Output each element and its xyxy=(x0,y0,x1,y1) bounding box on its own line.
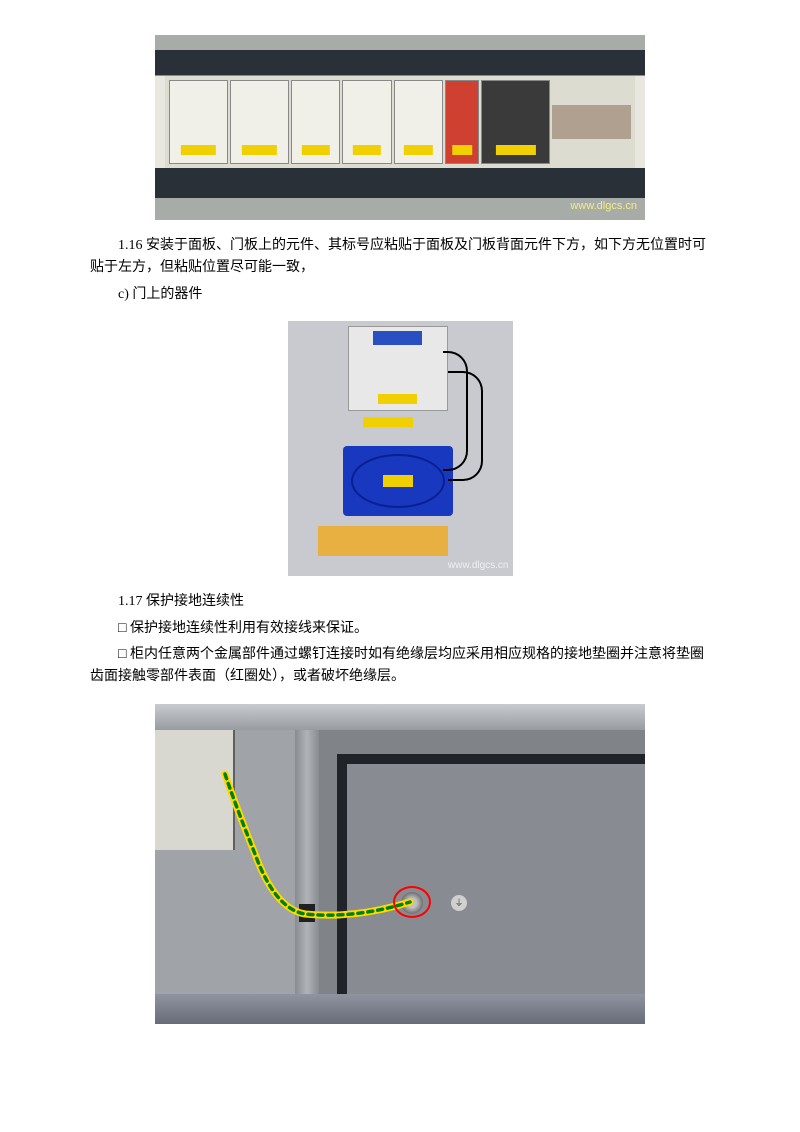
paragraph-1-17-title: 1.17 保护接地连续性 xyxy=(90,591,710,613)
section-number-1-16: 1.16 xyxy=(118,238,143,253)
figure-2-door-component: www.dlgcs.cn xyxy=(288,321,513,576)
bullet1-text: 保护接地连续性利用有效接线来保证。 xyxy=(130,621,368,636)
section-number-1-17: 1.17 xyxy=(118,594,143,609)
bullet-symbol-1: □ xyxy=(118,621,126,636)
section-text-1-16: 安装于面板、门板上的元件、其标号应粘贴于面板及门板背面元件下方，如下方无位置时可… xyxy=(90,238,706,275)
figure-1-din-rail-components: www.dlgcs.cn xyxy=(155,35,645,220)
fig3-wire-path-outer xyxy=(225,774,410,915)
fig1-rail-area xyxy=(165,76,635,169)
fig1-black-contactor xyxy=(481,80,550,165)
fig3-ground-wire xyxy=(155,704,645,1024)
fig2-watermark: www.dlgcs.cn xyxy=(448,558,509,574)
item-c: c) 门上的器件 xyxy=(90,284,710,306)
fig2-yellow-label xyxy=(363,417,413,427)
figure-3-container: ⏚ xyxy=(90,704,710,1024)
fig1-breaker-2 xyxy=(342,80,391,165)
fig2-blue-component xyxy=(343,446,453,516)
paragraph-1-17-bullet1: □ 保护接地连续性利用有效接线来保证。 xyxy=(90,618,710,640)
fig2-yellow-plate xyxy=(318,526,448,556)
figure-2-container: www.dlgcs.cn xyxy=(90,321,710,576)
section-title-1-17: 保护接地连续性 xyxy=(146,594,244,609)
paragraph-1-16: 1.16 安装于面板、门板上的元件、其标号应粘贴于面板及门板背面元件下方，如下方… xyxy=(90,235,710,280)
bullet2-text: 柜内任意两个金属部件通过螺钉连接时如有绝缘层均应采用相应规格的接地垫圈并注意将垫… xyxy=(90,647,704,684)
fig1-breaker-3 xyxy=(394,80,443,165)
fig1-red-component xyxy=(445,80,480,165)
figure-3-ground-connection: ⏚ xyxy=(155,704,645,1024)
fig1-watermark: www.dlgcs.cn xyxy=(570,198,637,216)
fig1-din-rail-end xyxy=(552,105,631,139)
figure-1-container: www.dlgcs.cn xyxy=(90,35,710,220)
fig3-red-circle-marker xyxy=(393,886,431,918)
fig1-contactor-1 xyxy=(169,80,228,165)
bullet-symbol-2: □ xyxy=(118,647,126,662)
fig1-contactor-2 xyxy=(230,80,289,165)
fig2-upper-component xyxy=(348,326,448,411)
fig1-breaker-1 xyxy=(291,80,340,165)
fig2-wire-2 xyxy=(448,371,483,481)
paragraph-1-17-bullet2: □ 柜内任意两个金属部件通过螺钉连接时如有绝缘层均应采用相应规格的接地垫圈并注意… xyxy=(90,644,710,689)
